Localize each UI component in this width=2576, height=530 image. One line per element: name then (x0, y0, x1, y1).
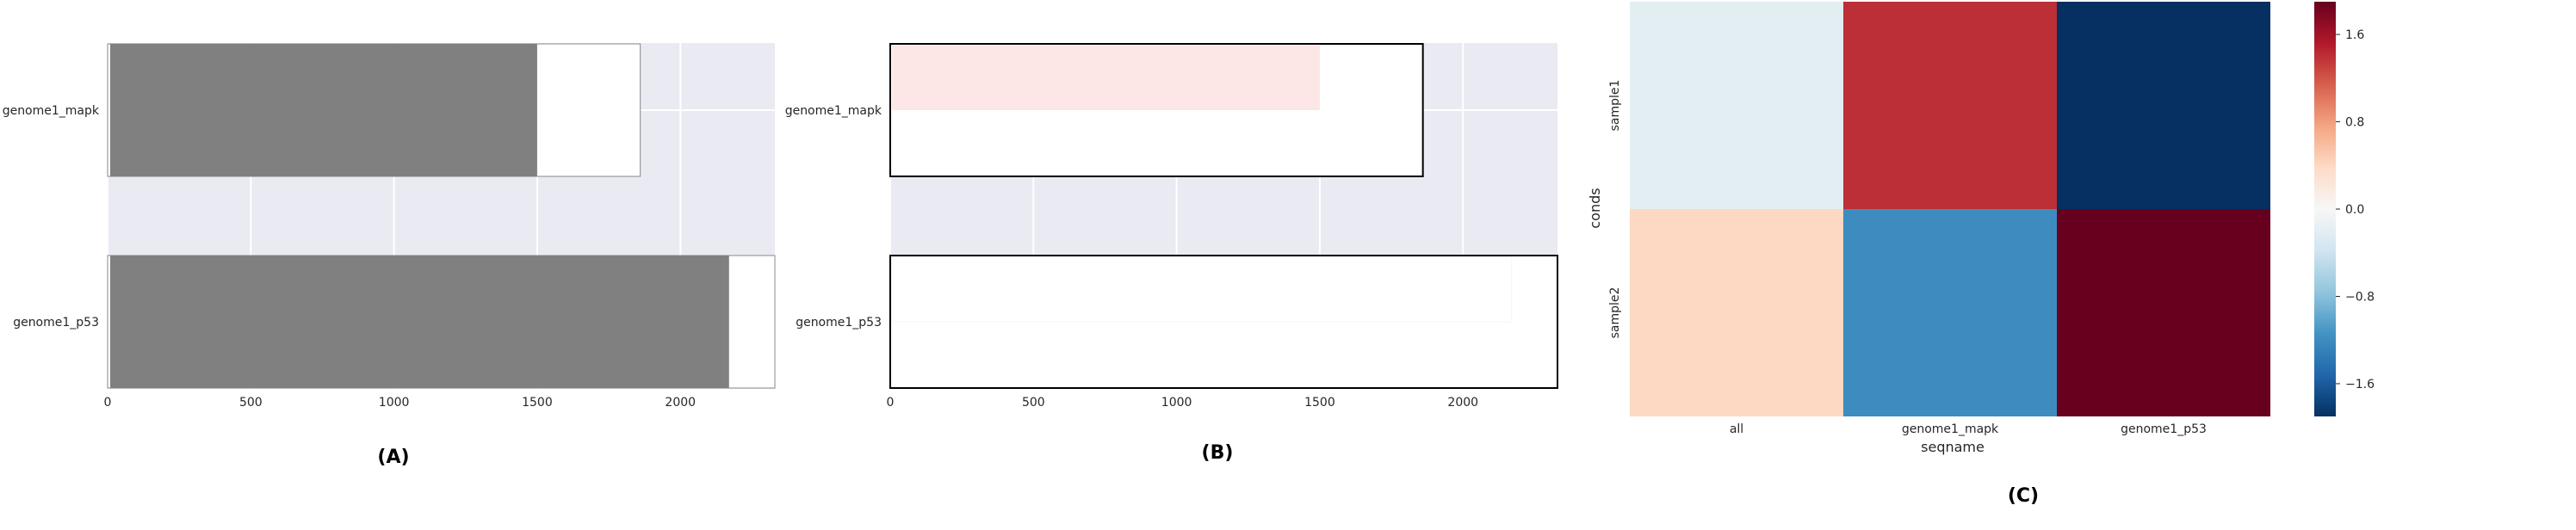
colorbar (2314, 2, 2336, 416)
heatmap-y-axis-label: conds (1587, 188, 1603, 228)
heatmap-x-tick-label: genome1_p53 (2121, 422, 2207, 436)
panel-a: 0 500 1000 1500 2000 genome1_mapk genome1_p53… (3, 43, 776, 468)
a-x-tick-label: 2000 (665, 396, 696, 410)
panel-b-x-ticks: 0 500 1000 1500 2000 (887, 396, 1479, 410)
a-bar-value-genome1_p53 (110, 256, 729, 388)
b-bar-value-genome1_mapk (892, 46, 1320, 110)
panel-a-label: (A) (377, 447, 409, 468)
panel-b: 0 500 1000 1500 2000 genome1_mapk genome1_p53… (785, 43, 1558, 464)
heatmap-x-axis-label: seqname (1921, 439, 1985, 455)
b-x-tick-label: 1000 (1161, 396, 1192, 410)
panel-c: all genome1_mapk genome1_p53 sample1sample… (1587, 2, 2375, 507)
heatmap-x-tick-label: all (1730, 422, 1743, 436)
colorbar-tick-label: 0.8 (2345, 116, 2364, 130)
panel-a-bars (107, 43, 776, 389)
b-x-tick-label: 0 (887, 396, 895, 410)
b-bar-value-genome1_p53 (891, 256, 1513, 323)
b-x-tick-label: 2000 (1447, 396, 1478, 410)
heatmap-x-ticks: all genome1_mapk genome1_p53 (1730, 422, 2207, 436)
heatmap-cell-sample1-all (1630, 2, 1843, 209)
a-x-tick-label: 0 (104, 396, 112, 410)
b-x-tick-label: 1500 (1304, 396, 1335, 410)
heatmap-y-ticks: sample1 sample2 (1608, 80, 1622, 339)
heatmap-x-tick-label: genome1_mapk (1902, 422, 1999, 436)
panel-b-bars (889, 43, 1558, 389)
a-x-tick-label: 1000 (379, 396, 410, 410)
a-x-tick-label: 500 (239, 396, 263, 410)
colorbar-tick-label: −1.6 (2345, 378, 2375, 391)
a-bar-value-genome1_mapk (110, 44, 537, 176)
b-y-tick-label: genome1_p53 (796, 316, 882, 330)
heatmap-y-tick-label: sample2 (1608, 287, 1622, 339)
heatmap-cells (1630, 2, 2270, 416)
colorbar-tick-label: −0.8 (2345, 290, 2375, 304)
a-x-tick-label: 1500 (522, 396, 553, 410)
heatmap-cell-sample2-all (1630, 209, 1843, 416)
a-y-tick-label: genome1_p53 (13, 316, 99, 330)
colorbar-tick-label: 1.6 (2345, 28, 2364, 42)
heatmap-cell-sample2-genome1_p53 (2057, 209, 2270, 416)
panel-b-label: (B) (1202, 442, 1234, 464)
colorbar-ticks: 1.6 0.8 0.0 −0.8 −1.6 (2336, 28, 2375, 391)
b-x-tick-label: 500 (1022, 396, 1045, 410)
panel-a-x-ticks: 0 500 1000 1500 2000 (104, 396, 697, 410)
heatmap-y-tick-label: sample1 (1608, 80, 1622, 132)
b-y-tick-label: genome1_mapk (785, 104, 882, 118)
heatmap-cell-sample1-genome1_mapk (1843, 2, 2057, 209)
heatmap-cell-sample1-genome1_p53 (2057, 2, 2270, 209)
a-y-tick-label: genome1_mapk (3, 104, 100, 118)
panel-c-label: (C) (2008, 485, 2039, 507)
panel-a-y-ticks: genome1_mapk genome1_p53 (3, 104, 100, 330)
heatmap-cell-sample2-genome1_mapk (1843, 209, 2057, 416)
colorbar-tick-label: 0.0 (2345, 203, 2364, 217)
panel-b-y-ticks: genome1_mapk genome1_p53 (785, 104, 882, 330)
